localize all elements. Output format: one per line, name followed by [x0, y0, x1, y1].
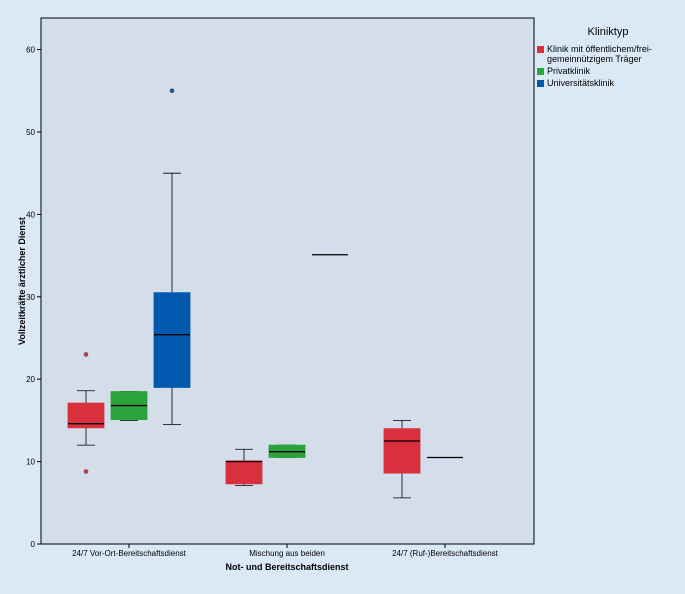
box	[153, 292, 191, 388]
legend-label: Privatklinik	[547, 66, 591, 76]
x-tick-label: 24/7 (Ruf-)Bereitschaftsdienst	[392, 549, 499, 558]
y-tick-label: 60	[26, 46, 35, 55]
legend-swatch	[537, 80, 544, 87]
x-axis-label: Not- und Bereitschaftsdienst	[225, 562, 348, 572]
box-group	[268, 444, 306, 458]
legend-label: Universitätsklinik	[547, 78, 615, 88]
box-group	[225, 448, 263, 486]
y-tick-label: 0	[31, 540, 36, 549]
x-tick-label: 24/7 Vor-Ort-Bereitschaftsdienst	[72, 549, 187, 558]
legend-swatch	[537, 46, 544, 53]
outlier-point	[169, 88, 175, 94]
y-tick-label: 20	[26, 375, 35, 384]
box-group	[67, 352, 105, 474]
plot-area	[40, 17, 535, 545]
y-tick-label: 10	[26, 458, 35, 467]
box-group	[153, 88, 191, 425]
y-tick-label: 30	[26, 293, 35, 302]
outlier-point	[83, 352, 89, 357]
box-group	[383, 419, 421, 499]
box	[225, 460, 263, 485]
y-axis-label: Vollzeitkräfte ärztlicher Dienst	[17, 217, 27, 345]
legend-title: Kliniktyp	[588, 26, 629, 38]
legend-label: gemeinnützigem Träger	[547, 54, 642, 64]
legend-label: Klinik mit öffentlichem/frei-	[547, 44, 652, 54]
y-tick-label: 40	[26, 210, 35, 219]
box-group	[110, 391, 148, 421]
legend-swatch	[537, 68, 544, 75]
x-tick-label: Mischung aus beiden	[249, 549, 325, 558]
box	[383, 428, 421, 474]
outlier-point	[83, 469, 89, 474]
y-tick-label: 50	[26, 128, 35, 137]
